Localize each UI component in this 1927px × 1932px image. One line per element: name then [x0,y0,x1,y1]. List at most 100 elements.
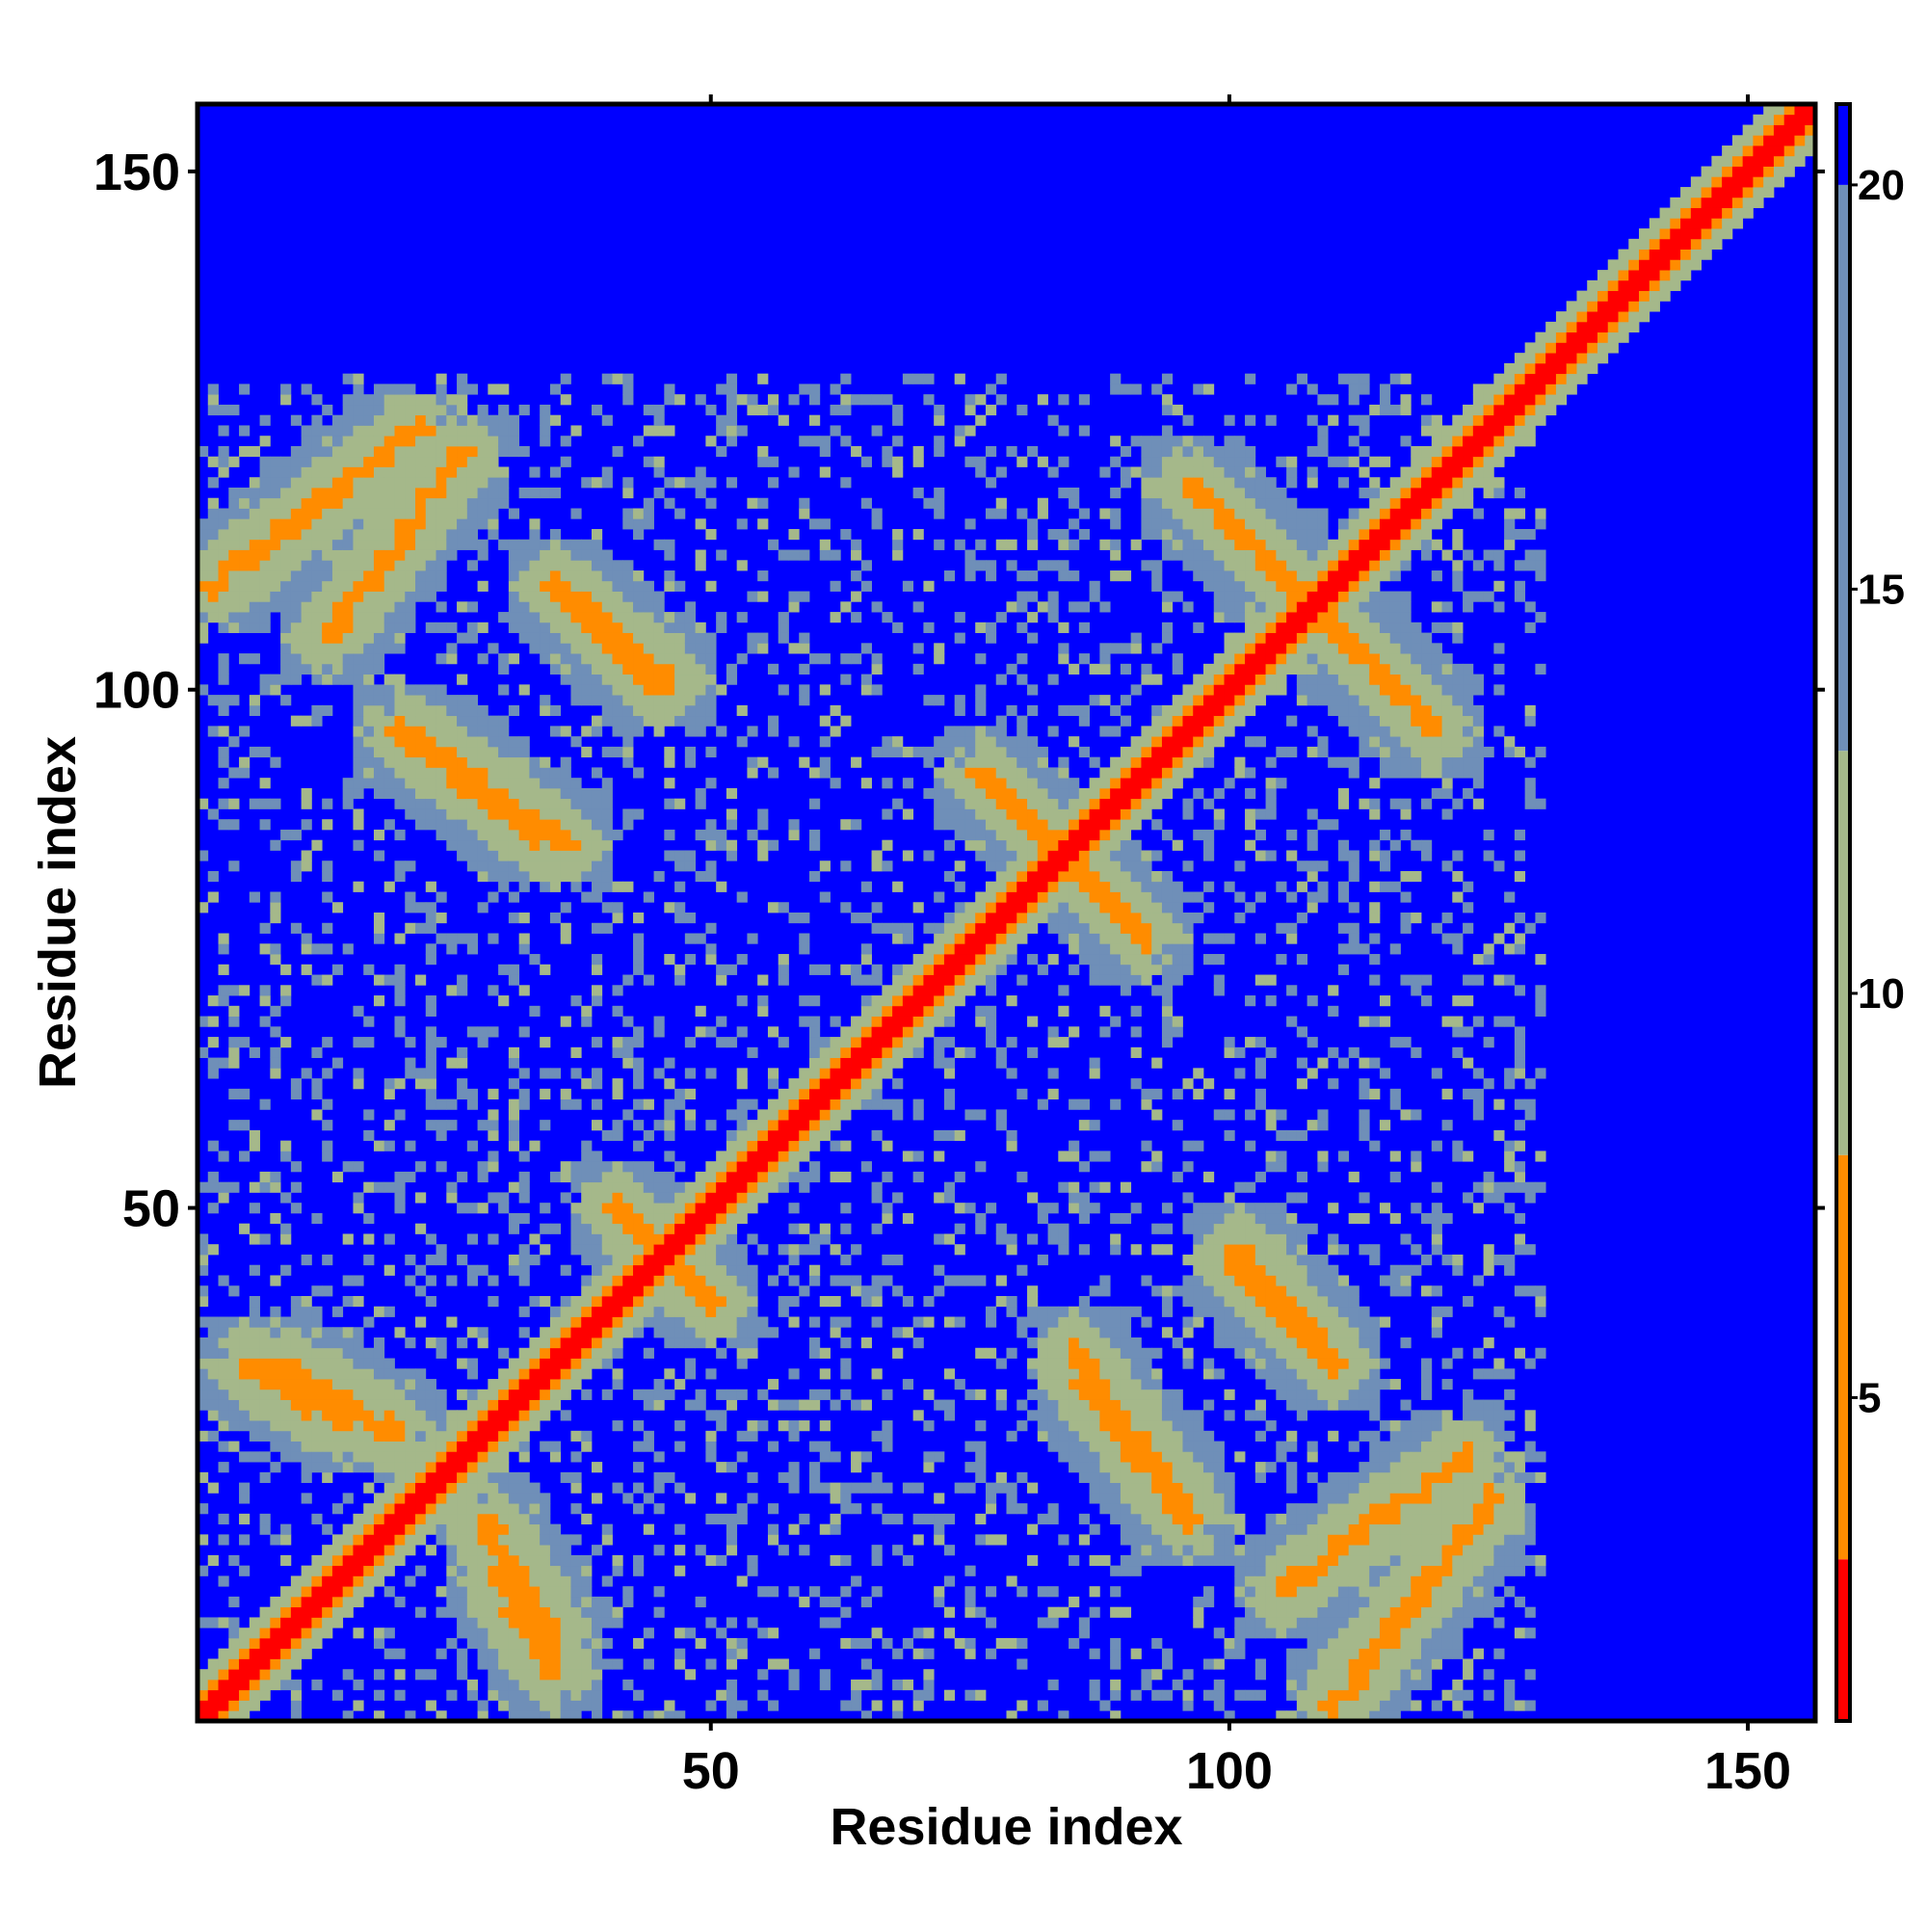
heatmap-cell [508,414,520,426]
heatmap-cell [322,622,333,633]
heatmap-cell [882,808,893,820]
heatmap-cell [498,839,510,851]
heatmap-cell [436,1710,447,1722]
heatmap-cell [342,518,354,530]
heatmap-cell [643,704,654,717]
heatmap-cell [923,922,935,934]
heatmap-cell [457,518,468,530]
heatmap-cell [415,798,427,809]
heatmap-cell [1016,1088,1028,1100]
heatmap-cell [529,580,541,592]
heatmap-cell [518,1192,530,1204]
heatmap-cell [342,943,354,955]
heatmap-cell [436,704,447,717]
heatmap-cell [446,508,458,519]
heatmap-cell [799,384,810,395]
heatmap-cell [581,1327,593,1338]
heatmap-cell [653,1710,665,1722]
heatmap-cell [809,870,821,883]
heatmap-cell [540,1503,551,1515]
heatmap-cell [799,1513,810,1525]
heatmap-cell [871,1016,883,1027]
heatmap-cell [311,560,323,571]
heatmap-cell [757,756,769,768]
heatmap-cell [767,1161,779,1173]
heatmap-cell [871,964,883,975]
heatmap-cell [446,456,458,467]
heatmap-cell [767,1078,779,1090]
heatmap-cell [425,549,436,561]
heatmap-cell [373,497,385,509]
heatmap-cell [228,1410,240,1421]
heatmap-cell [1110,1316,1122,1328]
heatmap-cell [882,746,893,758]
heatmap-cell [1047,1306,1059,1317]
heatmap-cell [331,529,344,541]
heatmap-cell [1078,1389,1090,1400]
heatmap-cell [218,404,229,416]
heatmap-cell [529,1700,541,1711]
heatmap-cell [1006,1575,1017,1587]
heatmap-cell [902,1554,914,1567]
heatmap-cell [301,850,312,861]
heatmap-cell [1120,1389,1132,1400]
heatmap-cell [560,829,571,841]
heatmap-cell [540,591,551,602]
heatmap-cell [581,1669,593,1681]
heatmap-cell [259,1471,271,1484]
heatmap-cell [664,746,675,758]
heatmap-cell [1110,1212,1122,1225]
heatmap-cell [788,913,800,924]
heatmap-cell [353,1399,364,1411]
heatmap-cell [425,477,436,489]
heatmap-cell [383,1430,395,1442]
heatmap-cell [633,933,645,944]
heatmap-cell [923,985,935,996]
heatmap-cell [1016,870,1028,883]
heatmap-cell [882,860,893,872]
heatmap-cell [498,746,510,758]
heatmap-cell [207,808,219,820]
heatmap-cell [767,1658,779,1670]
heatmap-cell [643,1161,654,1173]
heatmap-cell [726,850,738,861]
heatmap-cell [383,1545,395,1556]
heatmap-cell [581,1078,593,1090]
heatmap-cell [280,1451,292,1463]
heatmap-cell [601,881,613,892]
heatmap-cell [1047,881,1059,892]
heatmap-cell [383,518,395,530]
heatmap-cell [363,560,375,571]
heatmap-cell [695,704,706,717]
heatmap-cell [1058,1399,1069,1411]
heatmap-cell [633,1503,645,1515]
heatmap-cell [457,1648,468,1659]
heatmap-cell [705,1337,717,1349]
heatmap-cell [591,1037,603,1048]
heatmap-cell [591,570,603,582]
heatmap-cell [1058,1306,1069,1317]
heatmap-cell [591,1658,603,1670]
heatmap-cell [622,1192,634,1204]
heatmap-cell [1006,943,1017,955]
heatmap-cell [871,1285,883,1297]
heatmap-cell [788,1223,800,1234]
heatmap-cell [995,798,1007,809]
heatmap-cell [280,394,292,406]
heatmap-cell [560,1098,571,1110]
heatmap-cell [207,1181,219,1193]
heatmap-cell [436,529,447,541]
heatmap-cell [860,1046,872,1058]
heatmap-cell [394,549,406,561]
heatmap-cell [301,497,312,509]
heatmap-cell [301,1347,312,1359]
heatmap-cell [1099,1151,1111,1162]
heatmap-cell [228,1016,240,1027]
heatmap-cell [684,1212,697,1225]
heatmap-cell [363,591,375,602]
heatmap-cell [809,1140,821,1151]
heatmap-cell [529,860,541,872]
heatmap-cell [1016,1637,1028,1650]
heatmap-cell [934,808,945,820]
heatmap-cell [436,425,447,437]
